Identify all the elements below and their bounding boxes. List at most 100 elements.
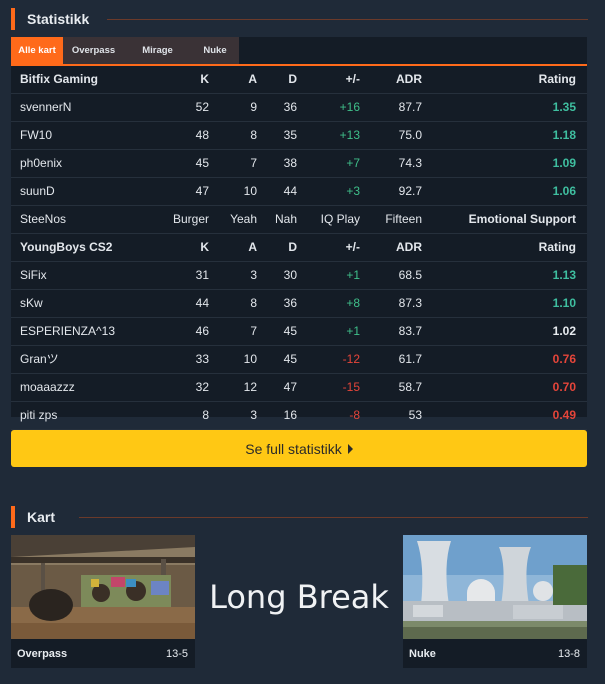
team2-name[interactable]: YoungBoys CS2 [20,240,113,254]
rating: 1.13 [552,268,576,282]
player-row: suunD 47 10 44 +3 92.7 1.06 [11,178,587,206]
plus-minus: -12 [342,352,360,366]
player-name[interactable]: FW10 [20,128,53,142]
kills: 46 [195,324,209,338]
assists: 10 [243,352,257,366]
player-row: ESPERIENZA^13 46 7 45 +1 83.7 1.02 [11,318,587,346]
rating: 1.10 [552,296,576,310]
deaths: 45 [283,352,297,366]
player-row: sKw 44 8 36 +8 87.3 1.10 [11,290,587,318]
plus-minus: +7 [346,156,360,170]
plus-minus: +1 [346,324,360,338]
nuke-thumbnail [403,535,587,639]
accent-bar [11,8,15,30]
map-card-overpass[interactable]: Overpass 13-5 [11,535,195,668]
kills: 52 [195,100,209,114]
kills: 32 [195,380,209,394]
col-d: D [288,72,297,86]
overpass-image [11,535,195,639]
plus-minus: +8 [346,296,360,310]
player-name[interactable]: ph0enix [20,156,63,170]
assists: 3 [250,408,257,422]
player-name[interactable]: piti zps [20,408,58,422]
accent-bar [11,506,15,528]
plus-minus: +16 [339,100,360,114]
assists: 10 [243,184,257,198]
player-name[interactable]: Granツ [20,352,59,366]
adr: 83.7 [398,324,422,338]
col-adr: ADR [396,240,422,254]
rating: 1.09 [552,156,576,170]
adr: 68.5 [398,268,422,282]
player-name[interactable]: ESPERIENZA^13 [20,324,115,338]
player-name[interactable]: moaaazzz [20,380,75,394]
assists: 8 [250,128,257,142]
player-name[interactable]: svennerN [20,100,72,114]
player-row: piti zps 8 3 16 -8 53 0.49 [11,402,587,430]
team1-header-row: Bitfix Gaming K A D +/- ADR Rating [11,66,587,94]
header-divider [107,19,588,20]
custom-name: SteeNos [20,212,67,226]
player-row: FW10 48 8 35 +13 75.0 1.18 [11,122,587,150]
assists: 8 [250,296,257,310]
assists: 12 [243,380,257,394]
custom-pm: IQ Play [320,212,360,226]
maps-section-header: Kart [11,506,588,528]
deaths: 47 [283,380,297,394]
team2-header-row: YoungBoys CS2 K A D +/- ADR Rating [11,234,587,262]
rating: 1.35 [552,100,576,114]
rating: 1.06 [552,184,576,198]
player-row: ph0enix 45 7 38 +7 74.3 1.09 [11,150,587,178]
custom-rating: Emotional Support [468,212,576,226]
custom-row: SteeNos Burger Yeah Nah IQ Play Fifteen … [11,206,587,234]
stats-panel: Alle kart Overpass Mirage Nuke Bitfix Ga… [11,37,587,430]
assists: 7 [250,156,257,170]
rating: 0.76 [552,352,576,366]
col-d: D [288,240,297,254]
rating: 0.70 [552,380,576,394]
full-stats-label: Se full statistikk [245,440,342,457]
plus-minus: -15 [342,380,360,394]
team1-name[interactable]: Bitfix Gaming [20,72,99,86]
player-name[interactable]: suunD [20,184,55,198]
deaths: 36 [283,296,297,310]
rating: 1.18 [552,128,576,142]
kills: 47 [195,184,209,198]
plus-minus: +13 [339,128,360,142]
stats-title: Statistikk [27,11,90,27]
deaths: 36 [283,100,297,114]
col-plus-minus: +/- [345,240,360,254]
player-row: svennerN 52 9 36 +16 87.7 1.35 [11,94,587,122]
deaths: 35 [283,128,297,142]
tab-all-maps[interactable]: Alle kart [11,37,63,64]
adr: 74.3 [398,156,422,170]
full-stats-button[interactable]: Se full statistikk [11,430,587,467]
kills: 48 [195,128,209,142]
adr: 75.0 [398,128,422,142]
custom-a: Yeah [230,212,257,226]
custom-adr: Fifteen [385,212,422,226]
assists: 3 [250,268,257,282]
adr: 53 [408,408,422,422]
overpass-thumbnail [11,535,195,639]
col-k: K [200,72,209,86]
stats-section-header: Statistikk [11,8,588,30]
deaths: 45 [283,324,297,338]
tab-mirage[interactable]: Mirage [124,37,191,64]
rating: 1.02 [552,324,576,338]
map-card-nuke[interactable]: Nuke 13-8 [403,535,587,668]
tab-overpass[interactable]: Overpass [63,37,124,64]
player-row: Granツ 33 10 45 -12 61.7 0.76 [11,346,587,374]
col-a: A [248,72,257,86]
deaths: 38 [283,156,297,170]
player-name[interactable]: sKw [20,296,43,310]
player-name[interactable]: SiFix [20,268,47,282]
adr: 87.7 [398,100,422,114]
col-rating: Rating [538,72,576,86]
adr: 58.7 [398,380,422,394]
maps-title: Kart [27,509,56,525]
tab-nuke[interactable]: Nuke [191,37,239,64]
player-row: SiFix 31 3 30 +1 68.5 1.13 [11,262,587,290]
plus-minus: +3 [346,184,360,198]
custom-k: Burger [172,212,209,226]
